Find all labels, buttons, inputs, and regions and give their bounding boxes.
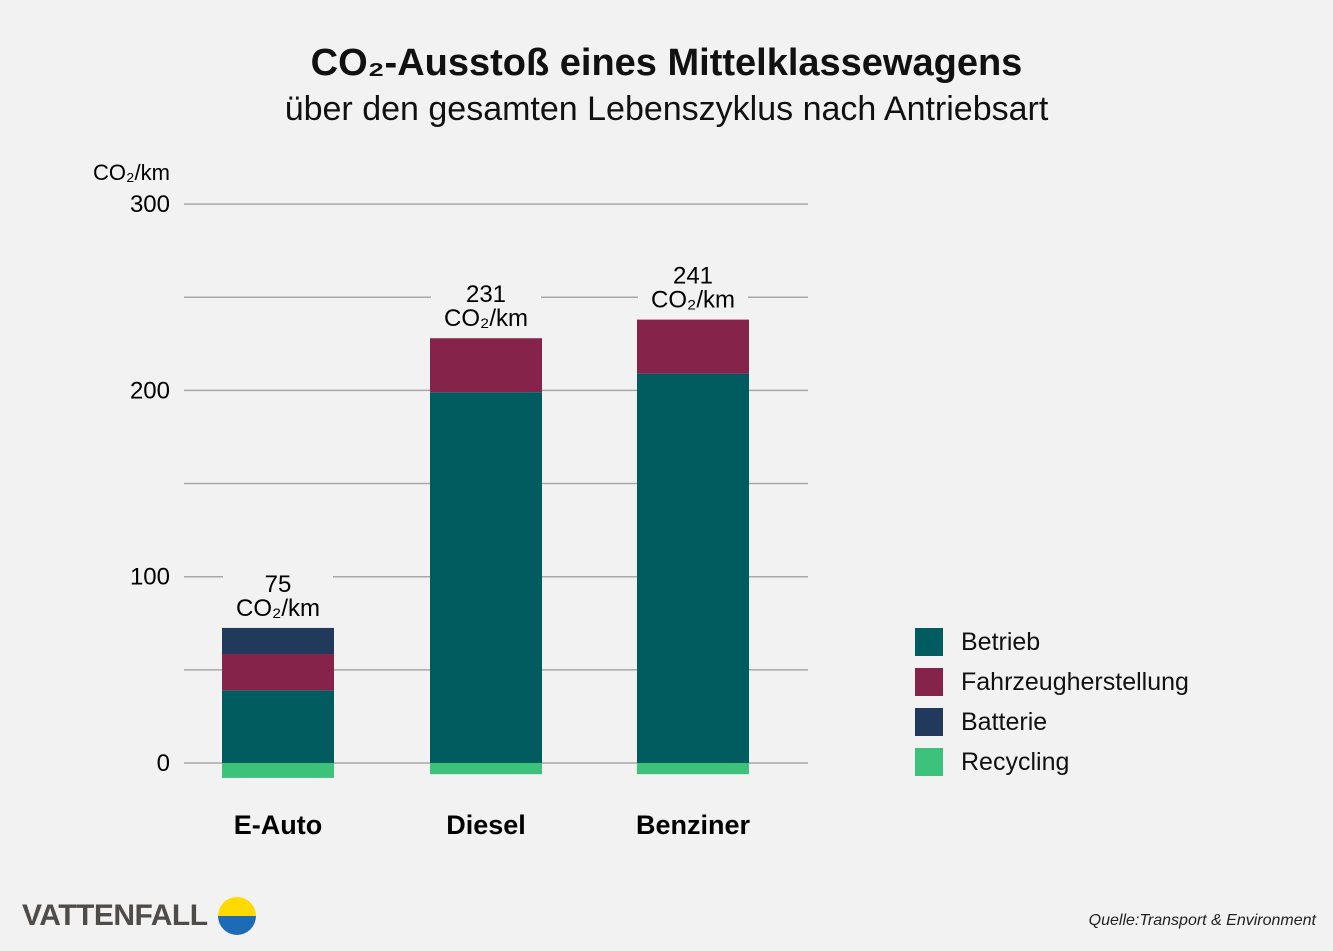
legend-swatch <box>915 628 943 656</box>
legend-label: Betrieb <box>961 627 1041 656</box>
bar-segment-fahrzeugherstellung <box>637 319 749 374</box>
total-label: 75 <box>265 571 292 598</box>
x-category-label: E-Auto <box>234 810 322 840</box>
chart-subtitle: über den gesamten Lebenszyklus nach Antr… <box>284 90 1049 128</box>
legend-item: Batterie <box>915 702 1189 742</box>
bar-segment-recycling <box>222 763 334 778</box>
legend-label: Recycling <box>961 747 1070 776</box>
vattenfall-logo: VATTENFALL <box>22 897 256 935</box>
x-category-label: Diesel <box>446 810 526 840</box>
chart-title: CO₂-Ausstoß eines Mittelklassewagens <box>310 42 1023 84</box>
total-label: 231 <box>466 281 506 308</box>
bar-segment-betrieb <box>637 373 749 763</box>
total-unit-label: CO₂/km <box>651 287 735 314</box>
legend-item: Recycling <box>915 742 1189 782</box>
y-tick-label: 100 <box>130 564 170 591</box>
total-label-bg <box>223 565 333 620</box>
total-label-bg <box>431 276 541 331</box>
legend: Betrieb Fahrzeugherstellung Batterie Recycl… <box>915 622 1189 782</box>
bar-segment-batterie <box>222 627 334 655</box>
y-tick-label: 200 <box>130 377 170 404</box>
y-axis-label: CO₂/km <box>93 160 170 185</box>
y-tick-label: 0 <box>157 750 170 777</box>
bar-segment-betrieb <box>222 690 334 763</box>
legend-swatch <box>915 668 943 696</box>
total-unit-label: CO₂/km <box>236 595 320 622</box>
bar-segment-betrieb <box>430 392 542 763</box>
bar-segment-recycling <box>430 763 542 775</box>
bar-segment-fahrzeugherstellung <box>430 338 542 393</box>
legend-swatch <box>915 708 943 736</box>
total-unit-label: CO₂/km <box>444 305 528 332</box>
total-label: 241 <box>673 263 713 290</box>
legend-label: Batterie <box>961 707 1048 736</box>
legend-item: Betrieb <box>915 622 1189 662</box>
logo-text: VATTENFALL <box>22 899 208 932</box>
bar-segment-fahrzeugherstellung <box>222 654 334 691</box>
x-category-label: Benziner <box>636 810 751 840</box>
source-note: Quelle:Transport & Environment <box>1088 912 1316 929</box>
y-tick-label: 300 <box>130 191 170 218</box>
legend-swatch <box>915 748 943 776</box>
total-label-bg <box>638 257 748 312</box>
bar-segment-recycling <box>637 763 749 775</box>
logo-circle-icon <box>217 897 256 935</box>
legend-label: Fahrzeugherstellung <box>961 667 1189 696</box>
legend-item: Fahrzeugherstellung <box>915 662 1189 702</box>
